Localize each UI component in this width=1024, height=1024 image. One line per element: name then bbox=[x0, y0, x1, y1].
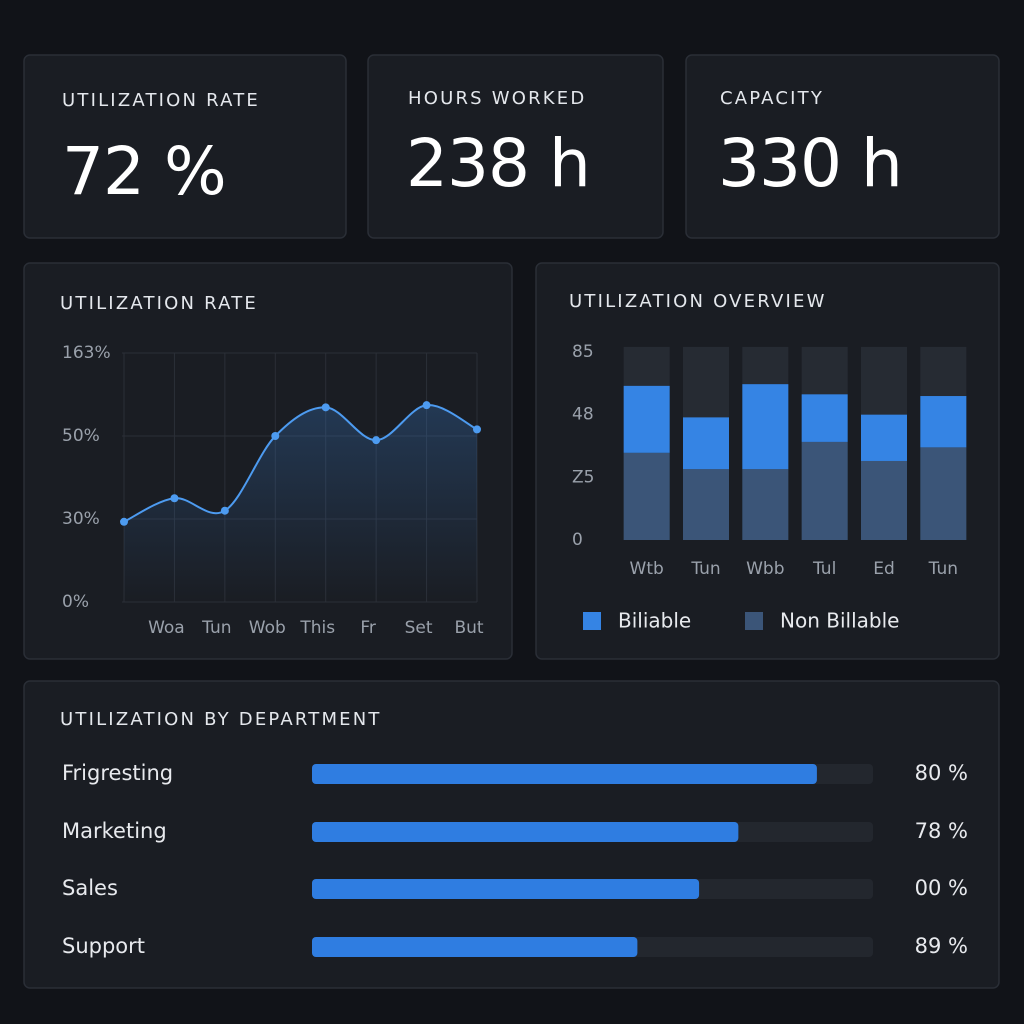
y-tick-label: 163% bbox=[62, 343, 111, 363]
x-tick-label: Tun bbox=[928, 559, 958, 579]
kpi-label: HOURS WORKED bbox=[408, 88, 586, 109]
line-point bbox=[220, 506, 229, 515]
kpi-value: 72 % bbox=[62, 133, 226, 210]
x-tick-label: Set bbox=[405, 618, 433, 638]
bar-segment bbox=[920, 396, 967, 448]
y-tick-label: 48 bbox=[572, 405, 594, 425]
bar-segment bbox=[683, 469, 729, 540]
y-tick-label: Z5 bbox=[572, 467, 594, 487]
legend-label: Biliable bbox=[618, 609, 691, 633]
y-tick-label: 0% bbox=[62, 592, 89, 612]
progress-bar bbox=[312, 937, 638, 957]
kpi-label: CAPACITY bbox=[720, 88, 824, 109]
kpi-card bbox=[685, 54, 1000, 239]
bar-segment bbox=[861, 414, 907, 461]
chart-title: UTILIZATION RATE bbox=[60, 293, 258, 314]
x-tick-label: Tul bbox=[812, 559, 836, 579]
x-tick-label: Wob bbox=[249, 618, 286, 638]
y-tick-label: 0 bbox=[572, 530, 583, 550]
kpi-value: 330 h bbox=[718, 125, 902, 202]
line-point bbox=[422, 401, 431, 410]
department-percent: 00 % bbox=[915, 876, 968, 900]
x-tick-label: Wbb bbox=[746, 559, 784, 579]
y-tick-label: 85 bbox=[572, 342, 594, 362]
x-tick-label: But bbox=[454, 618, 483, 638]
line-point bbox=[170, 494, 179, 503]
bar-segment bbox=[801, 441, 848, 540]
department-name: Support bbox=[62, 934, 145, 958]
progress-bar bbox=[312, 879, 700, 899]
y-tick-label: 50% bbox=[62, 426, 100, 446]
x-tick-label: Tun bbox=[690, 559, 720, 579]
legend-label: Non Billable bbox=[780, 609, 899, 633]
kpi-value: 238 h bbox=[406, 125, 590, 202]
kpi-label: UTILIZATION RATE bbox=[62, 90, 260, 111]
progress-bar bbox=[312, 764, 817, 784]
department-percent: 80 % bbox=[915, 761, 968, 785]
department-percent: 89 % bbox=[915, 934, 968, 958]
line-point bbox=[473, 425, 481, 434]
x-tick-label: Tun bbox=[201, 618, 231, 638]
line-point bbox=[372, 436, 381, 445]
line-point bbox=[120, 517, 128, 526]
line-series bbox=[123, 404, 478, 523]
department-name: Frigresting bbox=[62, 761, 173, 785]
bar-segment bbox=[623, 385, 670, 453]
x-tick-label: Fr bbox=[360, 618, 376, 638]
x-tick-label: This bbox=[299, 618, 335, 638]
legend-swatch bbox=[583, 612, 601, 630]
bar-segment bbox=[623, 452, 670, 540]
x-tick-label: Ed bbox=[873, 559, 895, 579]
bar-segment bbox=[742, 384, 789, 470]
line-point bbox=[321, 403, 330, 412]
kpi-card bbox=[23, 54, 347, 239]
kpi-card bbox=[367, 54, 664, 239]
bar-segment bbox=[801, 394, 848, 442]
bar-segment bbox=[742, 469, 789, 540]
bar-segment bbox=[683, 417, 729, 470]
department-name: Marketing bbox=[62, 819, 167, 843]
progress-bar bbox=[312, 822, 739, 842]
bar-segment bbox=[920, 447, 967, 540]
x-tick-label: Wtb bbox=[630, 559, 664, 579]
chart-title: UTILIZATION OVERVIEW bbox=[569, 291, 827, 312]
line-point bbox=[271, 432, 280, 440]
x-tick-label: Woa bbox=[148, 618, 185, 638]
bar-segment bbox=[861, 460, 907, 540]
legend-swatch bbox=[745, 612, 763, 630]
y-tick-label: 30% bbox=[62, 509, 100, 529]
line-area bbox=[124, 405, 477, 602]
section-title: UTILIZATION BY DEPARTMENT bbox=[60, 709, 382, 730]
department-name: Sales bbox=[62, 876, 118, 900]
department-percent: 78 % bbox=[915, 819, 968, 843]
